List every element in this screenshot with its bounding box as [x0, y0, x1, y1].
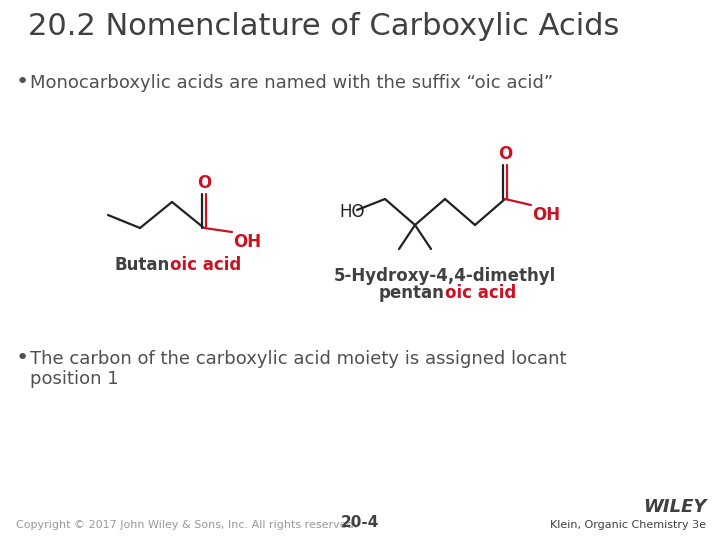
Text: Butanoic acid: Butanoic acid	[0, 539, 1, 540]
Text: OH: OH	[532, 206, 560, 224]
Text: Butan: Butan	[114, 256, 170, 274]
Text: •: •	[16, 72, 30, 92]
Text: 20-4: 20-4	[341, 515, 379, 530]
Text: OH: OH	[233, 233, 261, 251]
Text: Butan: Butan	[0, 539, 1, 540]
Text: oic acid: oic acid	[170, 256, 241, 274]
Text: oic acid: oic acid	[445, 284, 516, 302]
Text: The carbon of the carboxylic acid moiety is assigned locant: The carbon of the carboxylic acid moiety…	[30, 350, 567, 368]
Text: 20.2 Nomenclature of Carboxylic Acids: 20.2 Nomenclature of Carboxylic Acids	[28, 12, 619, 41]
Text: O: O	[197, 174, 211, 192]
Text: Copyright © 2017 John Wiley & Sons, Inc. All rights reserved.: Copyright © 2017 John Wiley & Sons, Inc.…	[16, 520, 357, 530]
Text: position 1: position 1	[30, 370, 119, 388]
Text: 5-Hydroxy-4,4-dimethyl: 5-Hydroxy-4,4-dimethyl	[334, 267, 556, 285]
Text: pentan: pentan	[379, 284, 445, 302]
Text: WILEY: WILEY	[643, 498, 706, 516]
Text: Klein, Organic Chemistry 3e: Klein, Organic Chemistry 3e	[550, 520, 706, 530]
Text: O: O	[498, 145, 512, 163]
Text: •: •	[16, 348, 30, 368]
Text: HO: HO	[339, 203, 364, 221]
Text: Monocarboxylic acids are named with the suffix “oic acid”: Monocarboxylic acids are named with the …	[30, 74, 553, 92]
